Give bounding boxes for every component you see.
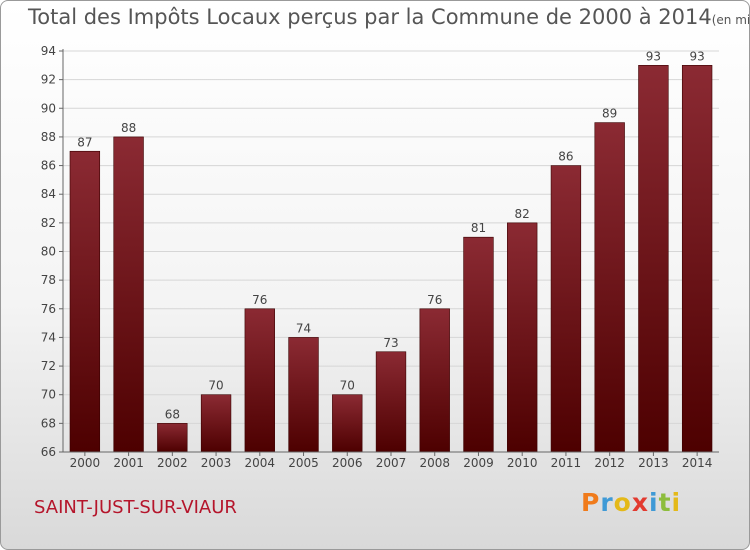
bar: [681, 65, 713, 453]
logo-letter: o: [613, 488, 632, 517]
bar-value-label: 76: [427, 293, 442, 307]
bar-value-label: 86: [558, 150, 573, 164]
bar: [200, 394, 232, 453]
commune-name: SAINT-JUST-SUR-VIAUR: [34, 497, 237, 518]
logo-letter: P: [581, 488, 601, 517]
y-tick-label: 66: [41, 445, 56, 459]
bar: [419, 308, 450, 453]
x-tick-label: 2004: [245, 456, 276, 470]
bar: [638, 65, 669, 453]
bar-value-label: 82: [515, 207, 530, 221]
y-tick-label: 78: [41, 273, 56, 287]
logo-letter: t: [658, 488, 672, 517]
bar-value-label: 70: [340, 379, 355, 393]
y-tick-label: 92: [41, 73, 56, 87]
logo-letter: i: [671, 488, 682, 517]
bar-value-label: 88: [121, 121, 136, 135]
x-tick-label: 2005: [288, 456, 319, 470]
bar-value-label: 73: [383, 336, 398, 350]
x-tick-label: 2009: [463, 456, 494, 470]
bar: [113, 136, 144, 453]
bar: [463, 236, 494, 453]
chart-unit: (en milliers d'€): [711, 13, 750, 27]
x-tick-label: 2013: [638, 456, 669, 470]
x-tick-label: 2003: [201, 456, 232, 470]
bar: [157, 423, 188, 453]
x-tick-label: 2014: [682, 456, 713, 470]
chart-title-text: Total des Impôts Locaux perçus par la Co…: [28, 5, 712, 29]
bar: [332, 394, 363, 453]
logo-letter: x: [631, 488, 649, 517]
y-tick-label: 68: [41, 416, 56, 430]
x-tick-label: 2007: [376, 456, 407, 470]
x-tick-label: 2000: [70, 456, 101, 470]
bar: [244, 308, 275, 453]
y-tick-label: 88: [41, 130, 56, 144]
bar-value-label: 74: [296, 321, 311, 335]
bar-value-label: 89: [602, 107, 617, 121]
chart-title: Total des Impôts Locaux perçus par la Co…: [28, 5, 750, 29]
y-tick-label: 86: [41, 159, 56, 173]
y-tick-label: 72: [41, 359, 56, 373]
y-tick-label: 70: [41, 388, 56, 402]
x-tick-label: 2002: [157, 456, 188, 470]
bar-value-label: 87: [77, 135, 92, 149]
y-tick-label: 80: [41, 245, 56, 259]
x-tick-label: 2011: [551, 456, 582, 470]
bar: [288, 337, 319, 453]
x-tick-label: 2001: [113, 456, 144, 470]
bar-value-label: 70: [208, 379, 223, 393]
bar: [375, 351, 407, 453]
y-tick-label: 74: [41, 330, 56, 344]
bar: [594, 122, 625, 453]
bar-value-label: 76: [252, 293, 267, 307]
bar: [550, 165, 582, 453]
x-tick-label: 2006: [332, 456, 363, 470]
bar-value-label: 68: [165, 407, 180, 421]
y-tick-label: 84: [41, 187, 56, 201]
x-tick-label: 2010: [507, 456, 538, 470]
x-tick-label: 2012: [594, 456, 625, 470]
y-tick-label: 90: [41, 101, 56, 115]
bar: [507, 222, 538, 453]
proxiti-logo: Proxiti: [581, 488, 681, 517]
bar-value-label: 81: [471, 221, 486, 235]
logo-letter: i: [649, 488, 659, 517]
y-tick-label: 94: [41, 44, 56, 58]
bar: [69, 150, 101, 453]
bar-value-label: 93: [689, 49, 704, 63]
y-tick-label: 76: [41, 302, 56, 316]
y-tick-label: 82: [41, 216, 56, 230]
logo-letter: r: [600, 488, 614, 517]
x-tick-label: 2008: [419, 456, 450, 470]
bar-value-label: 93: [646, 49, 661, 63]
